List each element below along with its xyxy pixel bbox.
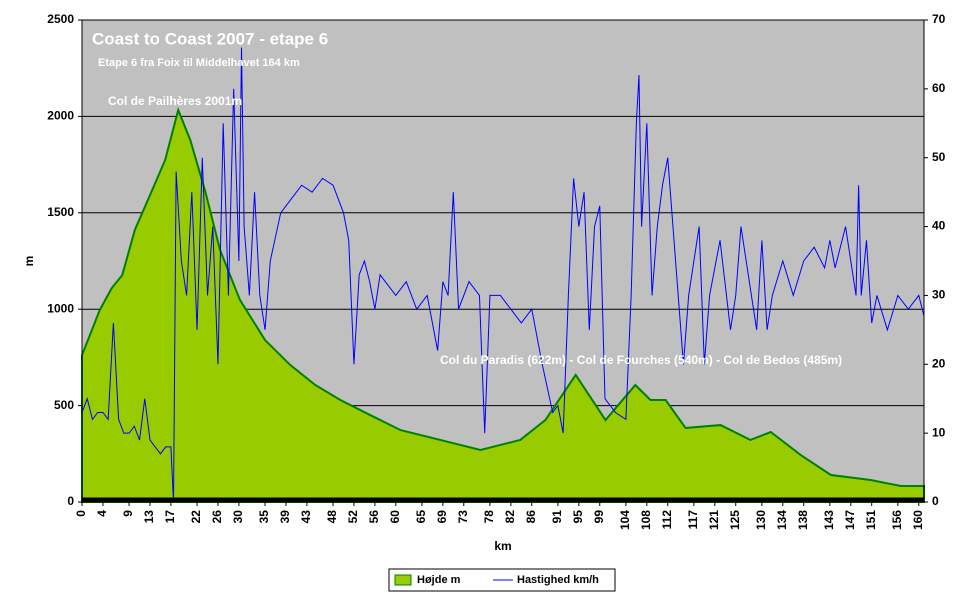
legend-swatch	[394, 574, 412, 586]
chart-title: Coast to Coast 2007 - etape 6	[92, 29, 328, 48]
x-tick-label: 26	[210, 510, 224, 524]
x-tick-label: 78	[482, 510, 496, 524]
x-tick-label: 65	[414, 510, 428, 524]
x-tick-label: 0	[74, 510, 88, 517]
x-tick-label: 143	[822, 510, 836, 530]
annotation: Col du Paradis (622m) - Col de Fourches …	[440, 353, 842, 367]
x-tick-label: 17	[163, 510, 177, 524]
x-axis-label: km	[494, 539, 511, 553]
y-tick-label: 0	[67, 494, 74, 508]
x-tick-label: 60	[388, 510, 402, 524]
x-tick-label: 108	[639, 510, 653, 530]
x-tick-label: 9	[121, 510, 135, 517]
y2-tick-label: 20	[932, 356, 946, 370]
x-tick-label: 69	[435, 510, 449, 524]
x-tick-label: 30	[231, 510, 245, 524]
y2-tick-label: 70	[932, 12, 946, 26]
y2-tick-label: 10	[932, 425, 946, 439]
x-tick-label: 43	[299, 510, 313, 524]
y-axis-label: m	[22, 256, 36, 267]
speed-line	[81, 47, 925, 503]
x-tick-label: 35	[257, 510, 271, 524]
y2-tick-label: 30	[932, 288, 946, 302]
y2-tick-label: 40	[932, 219, 946, 233]
y2-tick-label: 50	[932, 150, 946, 164]
marks	[81, 47, 925, 503]
x-tick-label: 4	[95, 510, 109, 517]
legend-label: Hastighed km/h	[517, 574, 599, 586]
y-tick-label: 1500	[47, 205, 74, 219]
x-tick-label: 112	[660, 510, 674, 530]
y-tick-label: 2000	[47, 109, 74, 123]
x-tick-label: 130	[754, 510, 768, 530]
y-tick-label: 1000	[47, 301, 74, 315]
y-tick-label: 2500	[47, 12, 74, 26]
x-tick-label: 121	[707, 510, 721, 530]
x-tick-label: 95	[571, 510, 585, 524]
x-tick-label: 156	[890, 510, 904, 530]
x-tick-label: 22	[189, 510, 203, 524]
x-tick-label: 48	[325, 510, 339, 524]
x-tick-label: 86	[524, 510, 538, 524]
x-tick-label: 134	[775, 510, 789, 530]
x-tick-label: 125	[728, 510, 742, 530]
x-tick-label: 13	[142, 510, 156, 524]
annotation: Col de Pailhères 2001m	[108, 94, 242, 108]
x-tick-label: 138	[796, 510, 810, 530]
x-tick-label: 104	[618, 510, 632, 530]
x-tick-label: 82	[503, 510, 517, 524]
x-tick-label: 151	[864, 510, 878, 530]
elevation-area	[81, 106, 925, 503]
x-tick-label: 56	[367, 510, 381, 524]
x-tick-label: 39	[278, 510, 292, 524]
x-tick-label: 73	[456, 510, 470, 524]
x-tick-label: 99	[592, 510, 606, 524]
x-tick-label: 117	[686, 510, 700, 530]
x-tick-label: 52	[346, 510, 360, 524]
legend-label: Højde m	[417, 574, 461, 586]
x-tick-label: 147	[843, 510, 857, 530]
x-tick-label: 91	[550, 510, 564, 524]
y2-tick-label: 60	[932, 81, 946, 95]
y-tick-label: 500	[54, 398, 74, 412]
x-tick-label: 160	[911, 510, 925, 530]
chart-subtitle: Etape 6 fra Foix til Middelhavet 164 km	[98, 57, 300, 69]
y2-tick-label: 0	[932, 494, 939, 508]
